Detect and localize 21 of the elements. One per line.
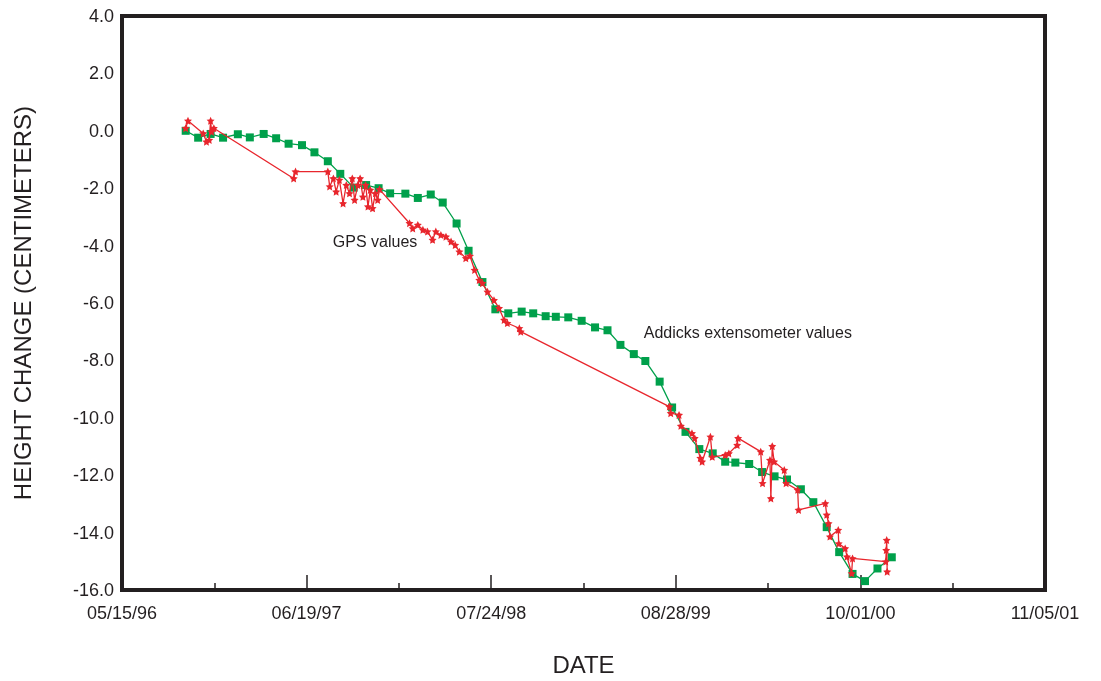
- y-tick-label: -12.0: [72, 465, 114, 486]
- x-tick-label: 07/24/98: [456, 603, 527, 623]
- series-label: GPS values: [332, 232, 418, 250]
- y-tick-label: 2.0: [88, 63, 114, 84]
- y-tick-label: -14.0: [72, 522, 114, 543]
- y-tick-label: -10.0: [72, 407, 114, 428]
- x-axis-title: DATE: [552, 650, 615, 678]
- x-tick-label: 05/15/96: [86, 603, 158, 623]
- y-tick-label: -6.0: [82, 293, 114, 313]
- x-tick-label: 08/28/99: [640, 603, 711, 623]
- y-tick-label: 0.0: [88, 120, 114, 141]
- series-label: Addicks extensometer values: [643, 323, 852, 341]
- y-tick-label: 4.0: [88, 6, 114, 26]
- y-tick-label: -16.0: [72, 580, 114, 600]
- x-tick-label: 06/19/97: [271, 603, 342, 623]
- y-tick-label: -2.0: [82, 178, 114, 199]
- x-tick-label: 10/01/00: [825, 603, 896, 623]
- y-axis-title: HEIGHT CHANGE (CENTIMETERS): [8, 105, 36, 501]
- y-tick-label: -4.0: [82, 235, 114, 256]
- y-tick-label: -8.0: [82, 350, 114, 371]
- x-tick-label: 11/05/01: [1010, 603, 1080, 623]
